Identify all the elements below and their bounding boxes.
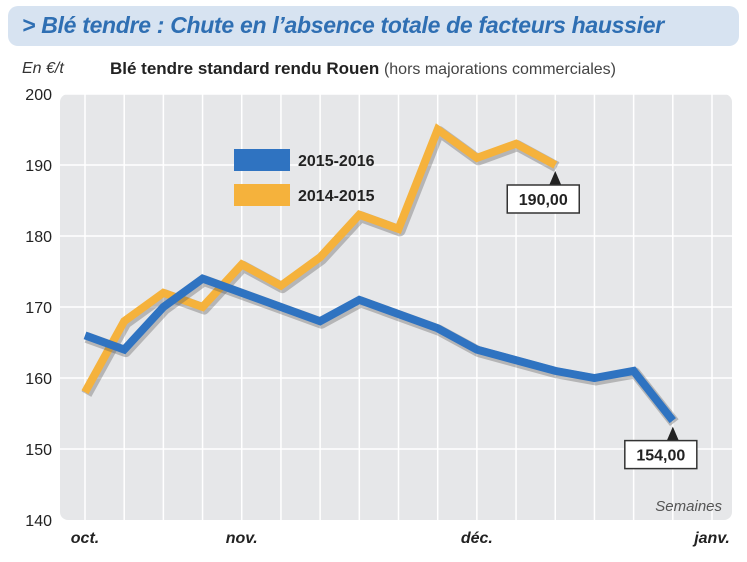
x-tick-label: déc. [461, 530, 493, 547]
y-tick-label: 170 [25, 300, 52, 317]
callout-pointer [549, 171, 562, 185]
x-axis-label: Semaines [655, 498, 722, 515]
callout-box [506, 184, 580, 214]
legend-swatch [234, 184, 290, 206]
x-tick-label: janv. [692, 530, 730, 547]
series-line [83, 274, 676, 424]
callout-label: 154,00 [636, 448, 685, 465]
x-tick-label: oct. [71, 530, 99, 547]
series-line [81, 123, 558, 395]
subtitle-main: Blé tendre standard rendu Rouen [110, 59, 380, 78]
unit-label: En €/t [22, 60, 64, 77]
y-tick-label: 180 [25, 229, 52, 246]
chart-title: > Blé tendre : Chute en l’absence totale… [22, 12, 664, 38]
subtitle-note: (hors majorations commerciales) [383, 61, 616, 78]
y-tick-label: 150 [25, 442, 52, 459]
y-tick-label: 160 [25, 371, 52, 388]
x-tick-label: nov. [226, 530, 258, 547]
y-tick-label: 140 [25, 513, 52, 530]
legend-swatch [234, 149, 290, 171]
y-tick-label: 190 [25, 158, 52, 175]
legend-label: 2014-2015 [298, 188, 375, 205]
y-tick-label: 200 [25, 87, 52, 104]
legend-label: 2015-2016 [298, 153, 375, 170]
callout-pointer [666, 426, 679, 441]
title-bar: > Blé tendre : Chute en l’absence totale… [8, 6, 739, 46]
callout-label: 190,00 [519, 192, 568, 209]
callout-box [624, 439, 698, 470]
chart-subtitle: Blé tendre standard rendu Rouen (hors ma… [110, 59, 616, 79]
